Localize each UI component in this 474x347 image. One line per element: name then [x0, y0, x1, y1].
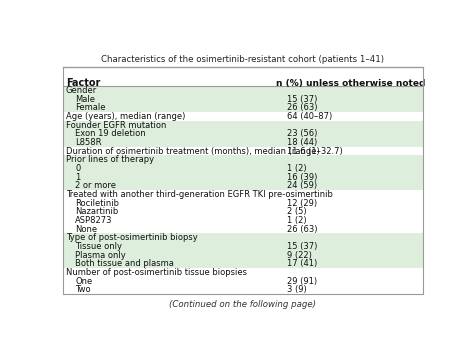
Text: Factor: Factor	[66, 78, 101, 88]
Text: Plasma only: Plasma only	[75, 251, 126, 260]
Bar	[63, 147, 423, 155]
Text: (Continued on the following page): (Continued on the following page)	[169, 299, 317, 308]
Bar	[63, 173, 423, 181]
Bar	[63, 251, 423, 260]
Text: Type of post-osimertinib biopsy: Type of post-osimertinib biopsy	[66, 233, 198, 242]
Bar	[63, 199, 423, 208]
Text: None: None	[75, 225, 97, 234]
Bar	[63, 260, 423, 268]
Text: Duration of osimertinib treatment (months), median (range): Duration of osimertinib treatment (month…	[66, 146, 319, 155]
Text: Rociletinib: Rociletinib	[75, 198, 119, 208]
Text: 2 (5): 2 (5)	[287, 207, 307, 216]
Text: 2 or more: 2 or more	[75, 181, 116, 190]
Bar	[63, 190, 423, 199]
Text: Age (years), median (range): Age (years), median (range)	[66, 112, 185, 121]
Text: Number of post-osimertinib tissue biopsies: Number of post-osimertinib tissue biopsi…	[66, 268, 247, 277]
Text: 26 (63): 26 (63)	[287, 103, 318, 112]
Text: Female: Female	[75, 103, 106, 112]
Text: 26 (63): 26 (63)	[287, 225, 318, 234]
Text: 1 (2): 1 (2)	[287, 216, 307, 225]
Bar	[63, 225, 423, 234]
Text: Treated with another third-generation EGFR TKI pre-osimertinib: Treated with another third-generation EG…	[66, 190, 333, 199]
Text: 17 (41): 17 (41)	[287, 259, 317, 268]
Text: Both tissue and plasma: Both tissue and plasma	[75, 259, 174, 268]
Text: 29 (91): 29 (91)	[287, 277, 317, 286]
Text: 23 (56): 23 (56)	[287, 129, 318, 138]
Text: Tissue only: Tissue only	[75, 242, 122, 251]
Bar	[63, 242, 423, 251]
Text: 64 (40–87): 64 (40–87)	[287, 112, 332, 121]
Text: 3 (9): 3 (9)	[287, 285, 307, 294]
Text: One: One	[75, 277, 92, 286]
Text: 15 (37): 15 (37)	[287, 242, 318, 251]
Bar	[63, 181, 423, 190]
Bar	[63, 121, 423, 129]
Text: n (%) unless otherwise noted: n (%) unless otherwise noted	[276, 79, 425, 88]
Text: 18 (44): 18 (44)	[287, 138, 317, 147]
Bar	[63, 103, 423, 112]
Text: 0: 0	[75, 164, 80, 173]
Text: 24 (59): 24 (59)	[287, 181, 317, 190]
Text: 1: 1	[75, 172, 80, 181]
Text: ASP8273: ASP8273	[75, 216, 112, 225]
Text: Two: Two	[75, 285, 91, 294]
Bar	[63, 286, 423, 294]
Text: 9 (22): 9 (22)	[287, 251, 312, 260]
Text: L858R: L858R	[75, 138, 101, 147]
Text: Nazartinib: Nazartinib	[75, 207, 118, 216]
Bar	[63, 164, 423, 173]
Bar	[63, 277, 423, 286]
Text: 16 (39): 16 (39)	[287, 172, 318, 181]
Bar	[63, 268, 423, 277]
Text: 15 (37): 15 (37)	[287, 94, 318, 103]
Text: Founder EGFR mutation: Founder EGFR mutation	[66, 120, 166, 129]
Bar	[63, 208, 423, 216]
Text: Exon 19 deletion: Exon 19 deletion	[75, 129, 146, 138]
Text: 11.6 (1–32.7): 11.6 (1–32.7)	[287, 146, 343, 155]
Bar	[63, 67, 423, 294]
Bar	[63, 234, 423, 242]
Bar	[63, 86, 423, 95]
Bar	[63, 138, 423, 147]
Text: 12 (29): 12 (29)	[287, 198, 317, 208]
Bar	[63, 112, 423, 121]
Bar	[63, 155, 423, 164]
Text: Characteristics of the osimertinib-resistant cohort (patients 1–41): Characteristics of the osimertinib-resis…	[101, 54, 384, 64]
Bar	[63, 95, 423, 103]
Text: 1 (2): 1 (2)	[287, 164, 307, 173]
Text: Male: Male	[75, 94, 95, 103]
Text: Prior lines of therapy: Prior lines of therapy	[66, 155, 154, 164]
Text: Gender: Gender	[66, 86, 97, 95]
Bar	[63, 129, 423, 138]
Bar	[63, 216, 423, 225]
